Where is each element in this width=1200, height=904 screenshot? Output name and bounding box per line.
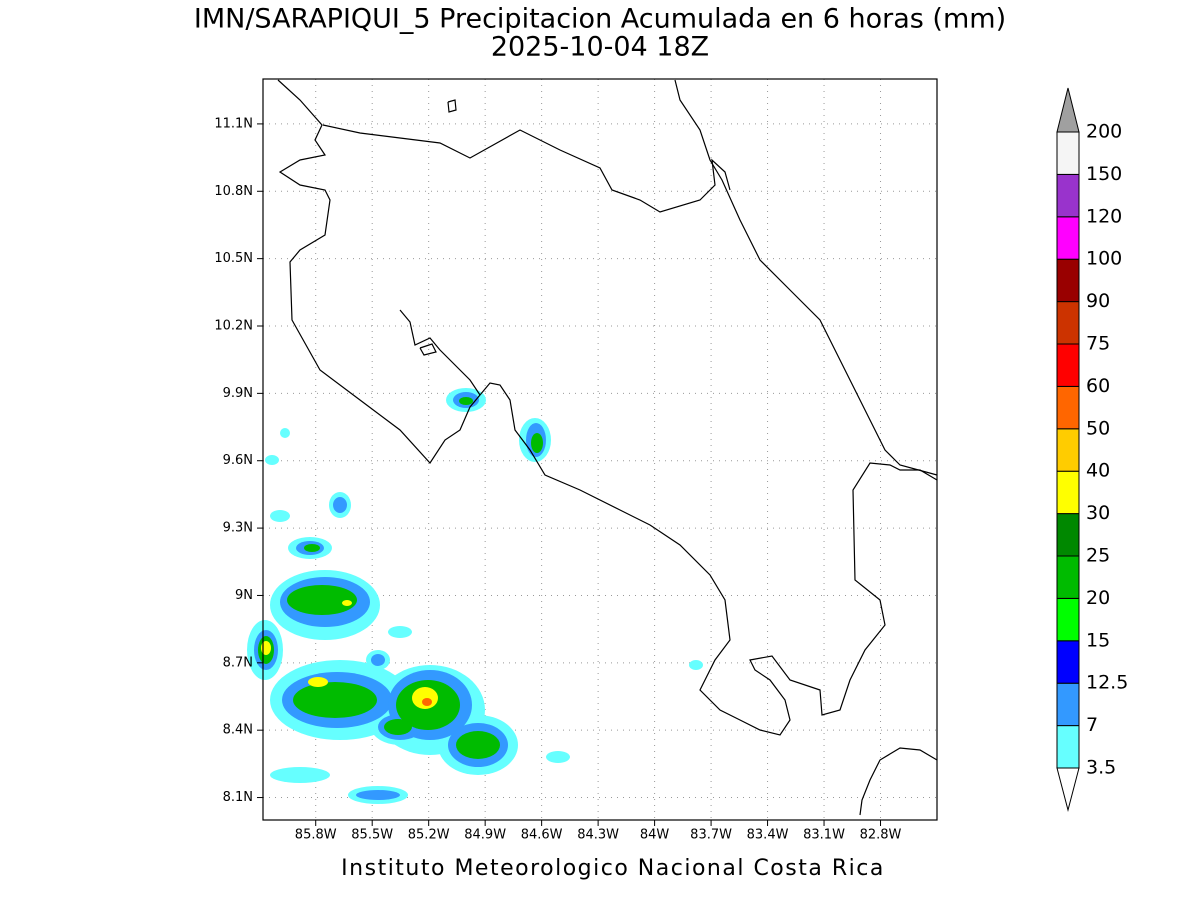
precipitation-field — [247, 388, 703, 804]
colorbar-label: 15 — [1086, 629, 1110, 651]
colorbar-label: 200 — [1086, 121, 1122, 143]
coastline — [277, 79, 938, 816]
colorbar-box — [1056, 131, 1080, 175]
y-tick-label: 9N — [235, 588, 253, 603]
colorbar-box — [1056, 301, 1080, 345]
y-tick-label: 9.6N — [223, 453, 253, 468]
y-tick-label: 10.5N — [214, 251, 253, 266]
grid — [263, 79, 937, 820]
x-tick-label: 84.6W — [521, 828, 563, 843]
colorbar-box — [1056, 513, 1080, 557]
x-tick-label: 84.9W — [464, 828, 506, 843]
x-tick-label: 83.1W — [803, 828, 845, 843]
colorbar-box — [1056, 343, 1080, 387]
colorbar-under — [1056, 767, 1080, 812]
colorbar-box — [1056, 385, 1080, 430]
x-tick-label: 82.8W — [860, 828, 902, 843]
colorbar: 3.5 7 12.5 15 20 25 30 40 50 60 75 90 100 120 150 200 — [1056, 87, 1128, 812]
subtitle: 2025-10-04 18Z — [491, 32, 709, 63]
colorbar-label: 3.5 — [1086, 757, 1116, 779]
colorbar-box — [1056, 597, 1080, 642]
colorbar-label: 7 — [1086, 714, 1098, 736]
colorbar-box — [1056, 428, 1080, 472]
colorbar-box — [1056, 555, 1080, 599]
map-frame — [262, 78, 938, 821]
x-tick-label: 85.5W — [351, 828, 393, 843]
y-tick-label: 8.1N — [223, 790, 253, 805]
colorbar-label: 90 — [1086, 290, 1110, 312]
colorbar-box — [1056, 258, 1080, 303]
colorbar-label: 25 — [1086, 545, 1110, 567]
colorbar-box — [1056, 470, 1080, 515]
y-tick-label: 11.1N — [214, 116, 253, 131]
colorbar-label: 12.5 — [1086, 672, 1128, 694]
x-tick-label: 84.3W — [577, 828, 619, 843]
footer: Instituto Meteorologico Nacional Costa R… — [341, 856, 885, 881]
x-tick-label: 85.8W — [295, 828, 337, 843]
colorbar-box — [1056, 682, 1080, 727]
y-tick-label: 10.2N — [214, 319, 253, 334]
colorbar-label: 30 — [1086, 502, 1110, 524]
y-tick-label: 9.9N — [223, 386, 253, 401]
y-tick-label: 9.3N — [223, 521, 253, 536]
colorbar-box — [1056, 640, 1080, 684]
colorbar-label: 75 — [1086, 333, 1110, 355]
x-tick-label: 84W — [640, 828, 670, 843]
colorbar-label: 150 — [1086, 163, 1122, 185]
x-tick-label: 83.7W — [690, 828, 732, 843]
title: IMN/SARAPIQUI_5 Precipitacion Acumulada … — [194, 4, 1006, 35]
colorbar-box — [1056, 173, 1080, 218]
colorbar-label: 120 — [1086, 205, 1122, 227]
x-tick-label: 85.2W — [408, 828, 450, 843]
colorbar-box — [1056, 725, 1080, 769]
colorbar-label: 40 — [1086, 460, 1110, 482]
y-tick-label: 10.8N — [214, 184, 253, 199]
colorbar-label: 100 — [1086, 248, 1122, 270]
y-tick-label: 8.7N — [223, 655, 253, 670]
x-tick-label: 83.4W — [747, 828, 789, 843]
colorbar-over — [1056, 87, 1080, 133]
colorbar-label: 50 — [1086, 417, 1110, 439]
y-tick-label: 8.4N — [223, 723, 253, 738]
colorbar-label: 20 — [1086, 587, 1110, 609]
colorbar-box — [1056, 216, 1080, 260]
colorbar-label: 60 — [1086, 375, 1110, 397]
